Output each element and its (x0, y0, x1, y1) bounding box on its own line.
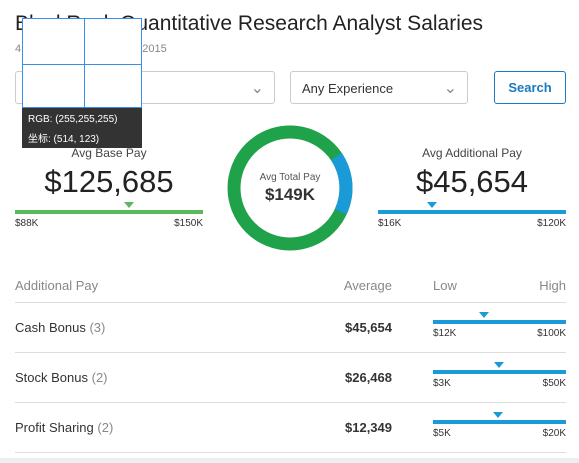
range-marker (478, 312, 489, 318)
summary-label: Avg Additional Pay (422, 146, 522, 160)
range-low: $3K (433, 378, 451, 389)
row-name-text: Stock Bonus (15, 370, 88, 385)
range-bar (433, 370, 566, 374)
range-low: $12K (433, 328, 457, 339)
row-name: Profit Sharing (2) (15, 420, 113, 435)
summary-value: $45,654 (415, 164, 529, 199)
range-high: $100K (537, 328, 566, 339)
range-high: $20K (542, 428, 566, 439)
range-low: $16K (378, 218, 402, 229)
row-name: Cash Bonus (3) (15, 320, 105, 335)
range-marker (426, 202, 437, 208)
row-name: Stock Bonus (2) (15, 370, 108, 385)
range-marker (493, 412, 504, 418)
summary-value: $125,685 (44, 164, 174, 199)
range-bar (378, 210, 566, 214)
total-value: $149K (264, 185, 316, 204)
range-low: $5K (433, 428, 451, 439)
divider (15, 352, 566, 353)
range-marker (494, 362, 505, 368)
overlay-coords: 坐标: (514, 123) (28, 134, 100, 145)
donut (227, 125, 353, 251)
color-picker-overlay: RGB: (255,255,255) 坐标: (514, 123) (22, 18, 142, 148)
row-average: $26,468 (345, 370, 392, 385)
divider (15, 402, 566, 403)
row-name-text: Cash Bonus (15, 320, 86, 335)
row-average: $12,349 (345, 420, 392, 435)
row-name-text: Profit Sharing (15, 420, 94, 435)
row-count: (2) (91, 370, 108, 385)
donut-additional (330, 152, 353, 215)
divider (15, 452, 566, 453)
table-header: Average (343, 278, 392, 293)
range-bar (433, 420, 566, 424)
range-high: $150K (174, 218, 203, 229)
table-header: High (539, 278, 566, 293)
range-high: $50K (542, 378, 566, 389)
search-button[interactable]: Search (494, 71, 566, 104)
range-marker (124, 202, 135, 208)
range-bar (433, 320, 566, 324)
range-low: $88K (15, 218, 39, 229)
range-bar (15, 210, 203, 214)
footer-strip (0, 458, 579, 463)
row-count: (3) (89, 320, 106, 335)
location-select[interactable]: ⌄ (15, 71, 275, 104)
row-count: (2) (97, 420, 114, 435)
subtitle: 4 (15, 43, 22, 55)
table-header: Low (433, 278, 457, 293)
experience-text: Any Experience (302, 81, 394, 96)
table-header: Additional Pay (15, 278, 99, 293)
overlay-rgb: RGB: (255,255,255) (28, 114, 118, 125)
divider (15, 302, 566, 303)
row-average: $45,654 (345, 320, 392, 335)
summary-label: Avg Base Pay (71, 146, 147, 160)
range-high: $120K (537, 218, 566, 229)
total-label: Avg Total Pay (259, 172, 321, 183)
experience-select[interactable]: Any Experience ⌄ (290, 71, 468, 104)
